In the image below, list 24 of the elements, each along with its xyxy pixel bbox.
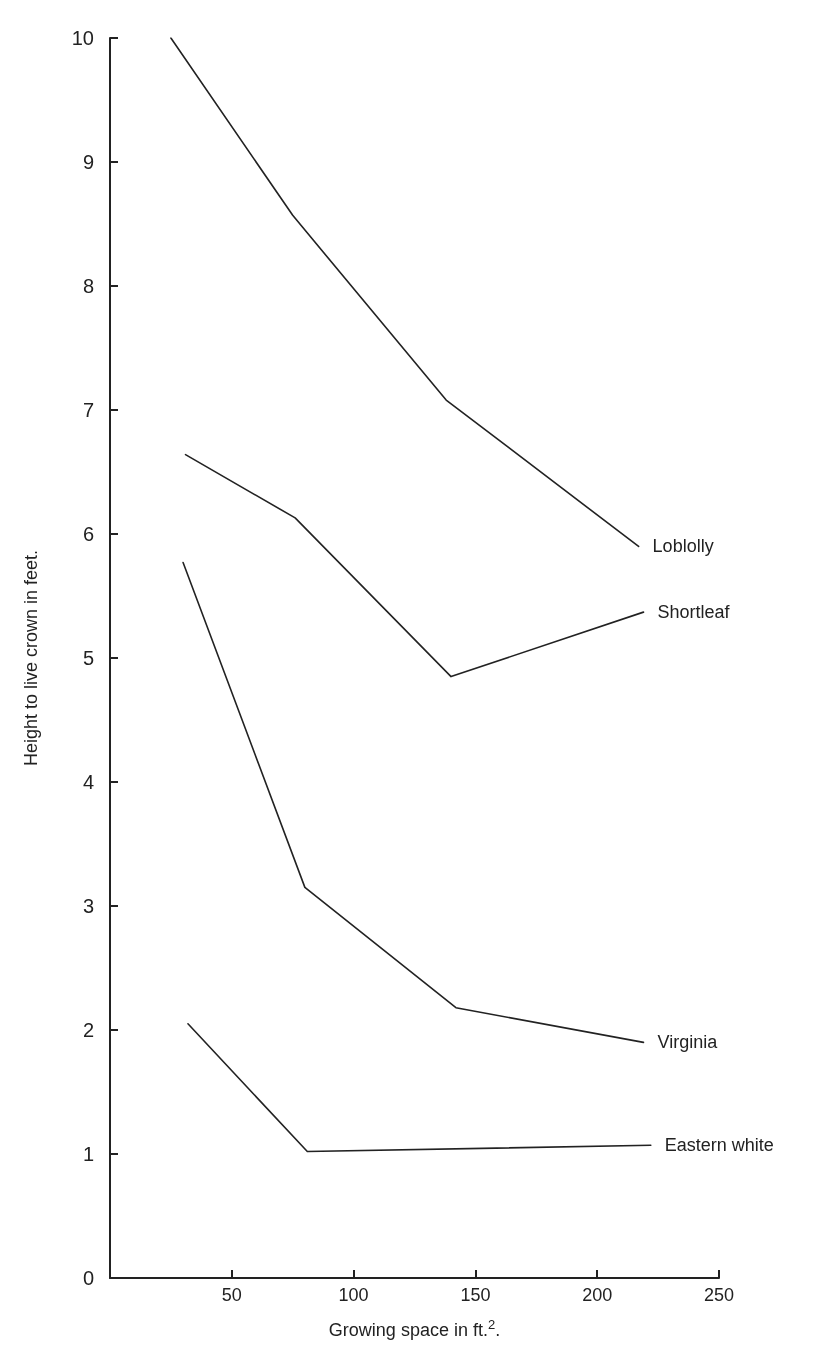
line-series xyxy=(170,37,640,548)
y-tick-label: 6 xyxy=(82,523,94,545)
y-axis-title: Height to live crown in feet. xyxy=(21,549,41,767)
x-tick-label: 100 xyxy=(338,1285,369,1305)
x-tick-label: 250 xyxy=(703,1285,735,1305)
y-tick-label: 8 xyxy=(82,275,94,297)
y-tick-label: 2 xyxy=(82,1019,94,1041)
y-tick-label: 3 xyxy=(82,895,94,917)
line-series xyxy=(184,453,645,678)
y-tick-label: 4 xyxy=(82,771,94,793)
line-series xyxy=(182,561,645,1044)
series-label: Eastern white xyxy=(664,1135,774,1156)
y-tick-label: 0 xyxy=(82,1267,94,1289)
series-label: Shortleaf xyxy=(657,602,731,623)
y-tick-label: 7 xyxy=(82,399,94,421)
y-tick-label: 9 xyxy=(82,151,94,173)
y-tick-label: 10 xyxy=(71,27,94,49)
y-tick-label: 5 xyxy=(82,647,94,669)
x-tick-label: 50 xyxy=(221,1285,242,1305)
series-label: Virginia xyxy=(657,1032,719,1053)
x-tick-label: 200 xyxy=(582,1285,613,1305)
series-label: Loblolly xyxy=(652,536,714,557)
x-tick-label: 150 xyxy=(460,1285,491,1305)
y-tick-label: 1 xyxy=(82,1143,94,1165)
